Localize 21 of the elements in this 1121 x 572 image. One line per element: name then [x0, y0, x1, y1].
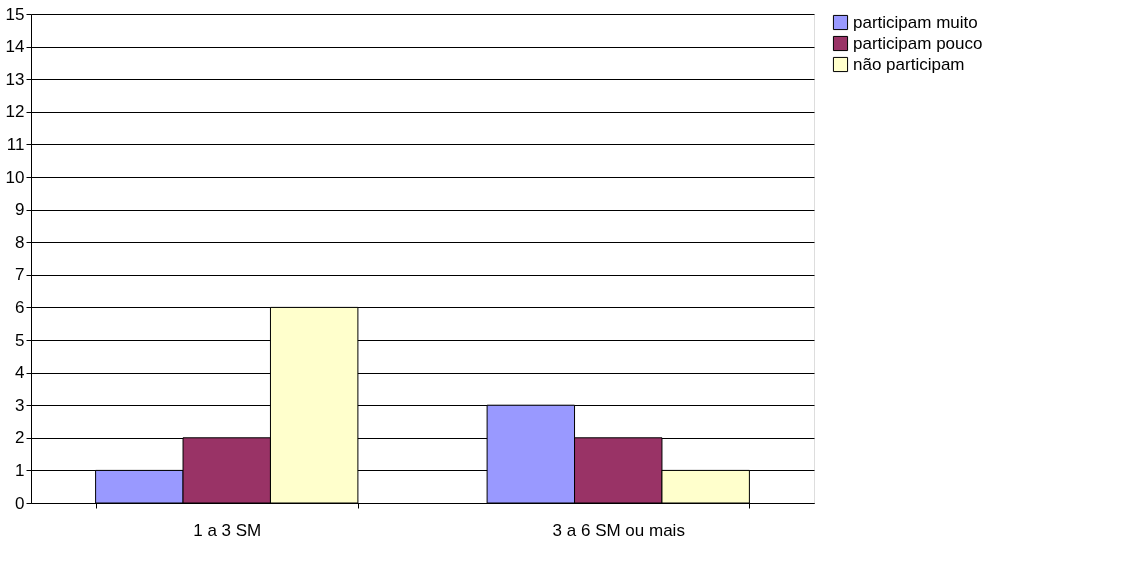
y-tick-label: 12 [5, 102, 25, 122]
y-tick-label: 1 [15, 460, 25, 480]
y-tick-label: 6 [15, 297, 25, 317]
y-tick-label: 7 [15, 265, 25, 285]
y-tick-label: 14 [5, 37, 25, 57]
y-tick-label: 0 [15, 493, 25, 513]
y-tick-label: 2 [15, 428, 25, 448]
y-tick-label: 13 [5, 69, 25, 89]
y-tick-label: 9 [15, 200, 25, 220]
y-tick-label: 3 [15, 395, 25, 415]
y-tick-label: 15 [5, 4, 25, 24]
x-tick-label: 1 a 3 SM [193, 520, 262, 540]
y-tick-label: 11 [6, 134, 25, 154]
legend-label: não participam [853, 54, 965, 74]
y-tick-label: 10 [5, 167, 25, 187]
y-tick-label: 8 [15, 232, 25, 252]
y-tick-label: 4 [15, 363, 25, 383]
legend-label: participam muito [853, 12, 978, 32]
legend-label: participam pouco [853, 33, 983, 53]
y-tick-label: 5 [15, 330, 25, 350]
x-tick-label: 3 a 6 SM ou mais [552, 520, 685, 540]
